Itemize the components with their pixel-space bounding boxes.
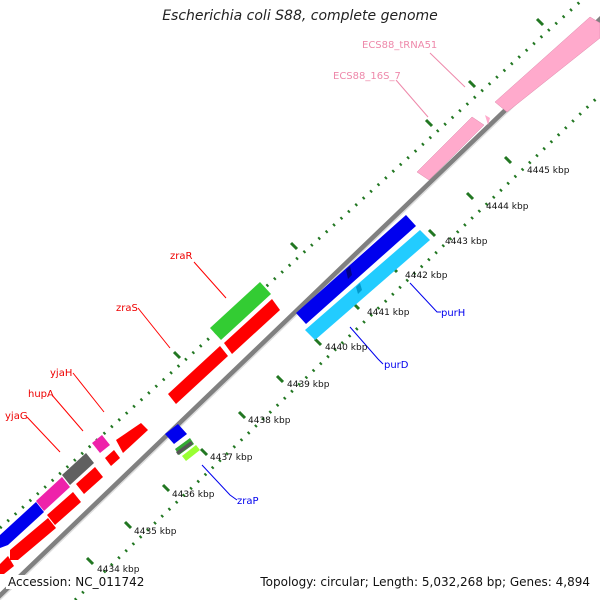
tick-4445 bbox=[503, 155, 513, 165]
accession-text: Accession: NC_011742 bbox=[6, 575, 147, 589]
connector-hupA bbox=[51, 394, 84, 432]
tick-4438 bbox=[237, 410, 247, 420]
gene-ecs88-trna51[interactable] bbox=[485, 115, 490, 125]
tick-label-4443: 4443 kbp bbox=[445, 237, 488, 247]
label-hupA[interactable]: hupA bbox=[28, 389, 54, 400]
connector-yjaG bbox=[26, 416, 61, 453]
label-purH[interactable]: purH bbox=[441, 308, 465, 319]
tick-label-4441: 4441 kbp bbox=[367, 308, 410, 318]
tick-label-4438: 4438 kbp bbox=[248, 416, 291, 426]
connector-purH bbox=[409, 282, 441, 313]
tick-4439 bbox=[275, 374, 285, 384]
connector-yjaH bbox=[72, 372, 105, 413]
gene-red-e[interactable] bbox=[10, 518, 56, 560]
gene-zraS-b[interactable] bbox=[224, 299, 280, 354]
gene-purH[interactable] bbox=[305, 230, 430, 340]
tick-4437 bbox=[199, 447, 209, 457]
connector-zraP bbox=[201, 464, 238, 501]
tick-4435 bbox=[123, 520, 133, 530]
gene-yjaH[interactable] bbox=[116, 423, 148, 453]
label-zraR[interactable]: zraR bbox=[170, 251, 192, 262]
tick-label-4445: 4445 kbp bbox=[527, 166, 570, 176]
label-yjaH[interactable]: yjaH bbox=[50, 368, 72, 379]
gene-red-c[interactable] bbox=[76, 467, 103, 494]
tick-label-4440: 4440 kbp bbox=[325, 343, 368, 353]
tick-4443 bbox=[427, 228, 437, 238]
reverse-genes bbox=[165, 215, 430, 461]
tick-labels: 4434 kbp 4435 kbp 4436 kbp 4437 kbp 4438… bbox=[97, 166, 570, 575]
connector-ecs88-16s-7 bbox=[395, 79, 429, 118]
label-ecs88-16s-7[interactable]: ECS88_16S_7 bbox=[333, 71, 401, 82]
tick-4436 bbox=[161, 483, 171, 493]
outer-tick-d bbox=[289, 241, 299, 251]
gene-zraP-lime[interactable] bbox=[182, 445, 200, 461]
genome-summary: Topology: circular; Length: 5,032,268 bp… bbox=[258, 575, 592, 589]
outer-tick-b bbox=[467, 79, 477, 89]
label-ecs88-trna51[interactable]: ECS88_tRNA51 bbox=[362, 40, 437, 51]
label-zraP[interactable]: zraP bbox=[237, 496, 259, 507]
connector-ecs88-trna51 bbox=[429, 52, 466, 88]
gene-red-d[interactable] bbox=[47, 492, 81, 525]
gene-yjaG[interactable] bbox=[62, 453, 94, 485]
gene-hupA-b[interactable] bbox=[105, 450, 120, 466]
inner-track-guide bbox=[73, 93, 600, 600]
gene-labels: ECS88_tRNA51 ECS88_16S_7 zraR zraS yjaH … bbox=[5, 40, 465, 507]
gene-zraP[interactable] bbox=[165, 424, 187, 444]
gene-ecs88-16s-7[interactable] bbox=[416, 116, 485, 181]
gene-purD[interactable] bbox=[296, 215, 416, 324]
gene-zraP-dark[interactable] bbox=[176, 441, 193, 455]
tick-marks bbox=[85, 17, 545, 566]
outer-tick-c bbox=[535, 17, 545, 27]
gene-purD-divider bbox=[346, 266, 352, 279]
tick-label-4442: 4442 kbp bbox=[405, 271, 448, 281]
tick-label-4444: 4444 kbp bbox=[486, 202, 529, 212]
connector-zraR bbox=[193, 261, 227, 299]
gene-purH-divider bbox=[356, 283, 362, 294]
connector-zraS bbox=[137, 307, 171, 349]
gene-ecs88-16s-rRNA-upper[interactable] bbox=[494, 16, 600, 113]
outer-tick-e bbox=[172, 350, 182, 360]
connector-purD bbox=[349, 326, 384, 365]
gene-zraS[interactable] bbox=[168, 346, 228, 404]
outer-tick-a bbox=[424, 118, 434, 128]
label-purD[interactable]: purD bbox=[384, 360, 409, 371]
gene-hupA[interactable] bbox=[92, 435, 110, 453]
tick-label-4439: 4439 kbp bbox=[287, 380, 330, 390]
tick-4444 bbox=[465, 191, 475, 201]
label-connectors bbox=[26, 52, 466, 501]
forward-genes bbox=[0, 16, 600, 574]
gene-magenta-c[interactable] bbox=[36, 477, 70, 511]
tick-label-4436: 4436 kbp bbox=[172, 490, 215, 500]
tick-label-4435: 4435 kbp bbox=[134, 527, 177, 537]
tick-4440 bbox=[313, 337, 323, 347]
tick-label-4434: 4434 kbp bbox=[97, 565, 140, 575]
outer-track-guide bbox=[0, 0, 584, 530]
gene-zraR[interactable] bbox=[210, 282, 271, 340]
genome-title: Escherichia coli S88, complete genome bbox=[162, 8, 438, 24]
label-yjaG[interactable]: yjaG bbox=[5, 411, 28, 422]
tick-4434 bbox=[85, 556, 95, 566]
tick-label-4437: 4437 kbp bbox=[210, 453, 253, 463]
gene-blue-c[interactable] bbox=[0, 502, 44, 548]
label-zraS[interactable]: zraS bbox=[116, 303, 138, 314]
gene-red-f[interactable] bbox=[0, 556, 14, 574]
